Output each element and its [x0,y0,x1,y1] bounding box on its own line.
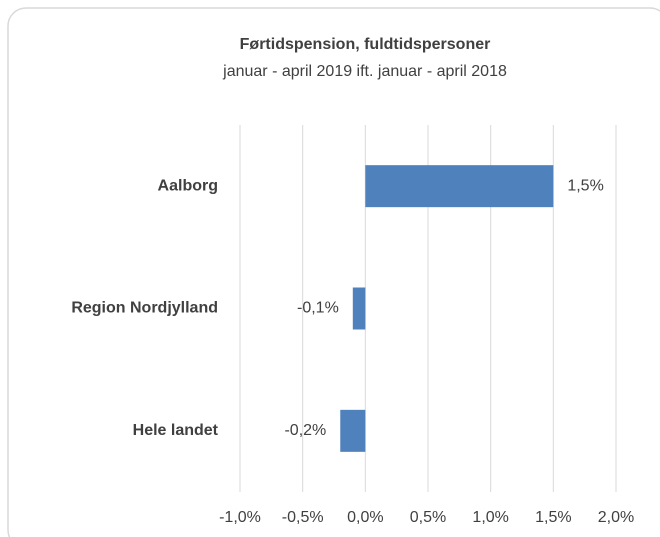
x-tick-label: 0,0% [347,509,383,526]
data-label: -0,2% [284,422,326,439]
x-tick-label: -0,5% [282,509,324,526]
x-tick-label: -1,0% [219,509,261,526]
y-tick-label: Region Nordjylland [71,300,218,317]
x-tick-label: 1,0% [472,509,508,526]
y-tick-label: Hele landet [133,422,219,439]
x-tick-label: 0,5% [410,509,446,526]
bar [365,165,554,208]
bar [340,409,366,452]
data-label: -0,1% [297,300,339,317]
bar [352,287,366,330]
data-label: 1,5% [567,177,603,194]
y-tick-label: Aalborg [158,177,218,194]
chart-title: Førtidspension, fuldtidspersoner [240,36,491,53]
x-tick-label: 2,0% [598,509,634,526]
chart-subtitle: januar - april 2019 ift. januar - april … [222,63,507,80]
x-tick-label: 1,5% [535,509,571,526]
chart-frame [7,7,660,537]
